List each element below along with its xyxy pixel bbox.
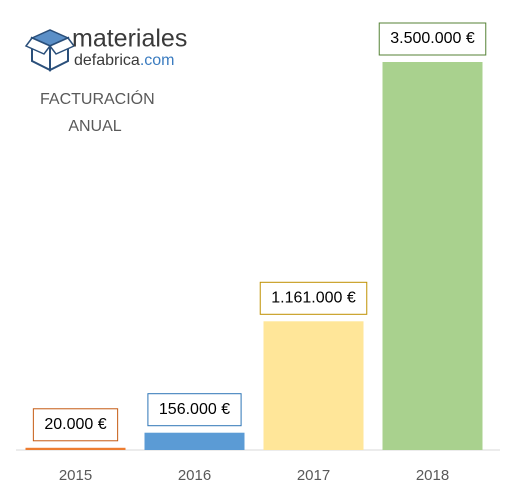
bar	[263, 321, 364, 450]
value-label-box	[147, 393, 242, 427]
chart-title: FACTURACIÓN ANUAL	[40, 91, 155, 135]
value-label-box	[32, 408, 119, 442]
value-label-box	[378, 22, 487, 56]
x-tick-label: 2017	[297, 467, 330, 484]
logo-icon	[24, 29, 76, 72]
bar	[144, 432, 245, 450]
bar	[25, 447, 126, 450]
x-tick-label: 2015	[59, 467, 92, 484]
logo-sub: defabrica.com	[74, 52, 175, 69]
value-label: 3.500.000 €	[390, 30, 475, 47]
x-tick-label: 2016	[178, 467, 211, 484]
logo-sub-text: defabrica	[74, 52, 140, 69]
logo-name: materiales	[72, 25, 187, 53]
bar	[382, 62, 483, 450]
x-tick-label: 2018	[416, 467, 449, 484]
value-label-box	[259, 281, 368, 315]
value-label: 156.000 €	[159, 401, 230, 418]
value-label: 20.000 €	[44, 416, 106, 433]
value-label: 1.161.000 €	[271, 290, 356, 307]
logo-domain: .com	[140, 52, 175, 69]
